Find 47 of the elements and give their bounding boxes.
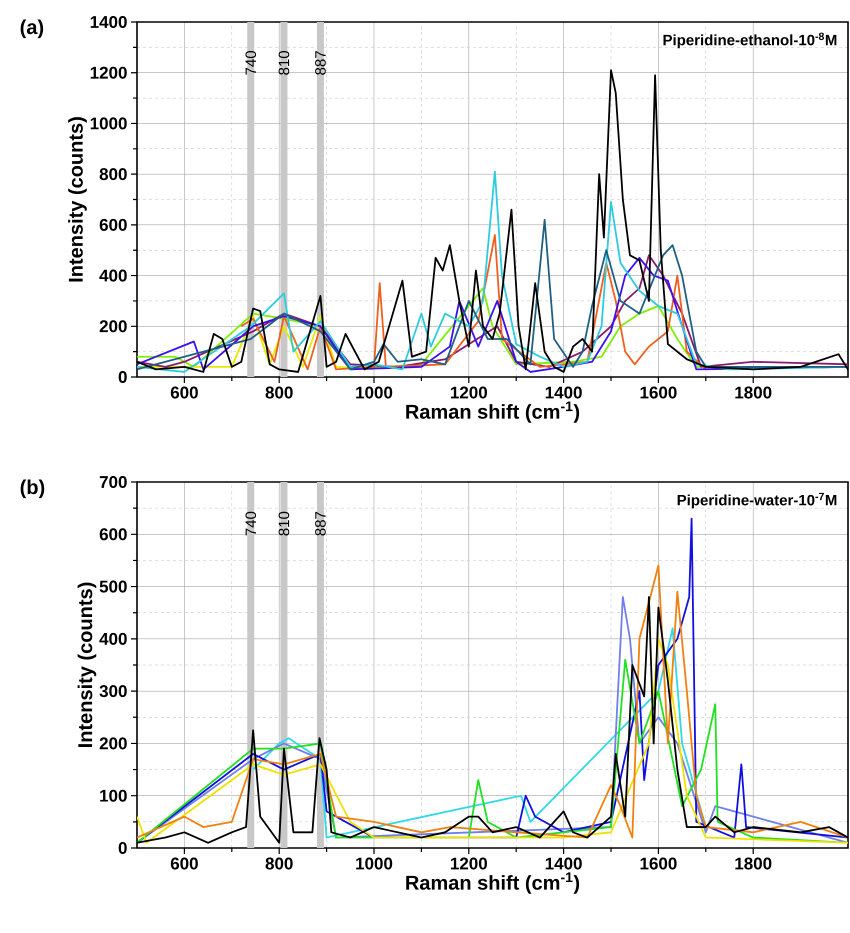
line-series — [137, 315, 375, 370]
line-series — [252, 628, 707, 838]
x-tick-label: 1800 — [735, 386, 772, 399]
x-tick-label: 1400 — [546, 858, 582, 870]
y-tick-label: 200 — [100, 320, 127, 332]
y-tick-label: 800 — [100, 168, 127, 180]
y-tick-label: 1200 — [90, 66, 127, 79]
x-tick-label: 800 — [266, 386, 293, 399]
x-axis-title: Raman shift (cm$^{-1}$) — [406, 401, 580, 423]
x-tick-label: 1600 — [640, 858, 677, 870]
y-tick-label: 600 — [100, 528, 127, 540]
x-tick-label: 1400 — [546, 386, 582, 399]
chart-title: (a) — [20, 20, 44, 38]
ref-line-label: 887 — [315, 512, 326, 536]
x-tick-label: 600 — [170, 858, 198, 870]
ref-line-label: 740 — [245, 50, 256, 75]
x-tick-label: 1800 — [735, 858, 772, 870]
y-tick-label: 600 — [100, 218, 127, 231]
y-tick-label: 700 — [100, 476, 127, 488]
y-tick-label: 1000 — [90, 117, 127, 130]
annotation: Piperidine-ethanol-10$^{-8}$M — [664, 32, 836, 48]
x-tick-label: 1000 — [356, 858, 392, 870]
y-tick-label: 300 — [99, 685, 127, 698]
y-tick-label: 1400 — [90, 16, 127, 28]
y-tick-label: 500 — [100, 580, 127, 593]
x-tick-label: 1200 — [450, 858, 487, 870]
y-tick-label: 400 — [99, 270, 127, 282]
x-tick-label: 1600 — [640, 386, 677, 399]
y-tick-label: 0 — [118, 842, 127, 854]
y-tick-label: 100 — [100, 790, 127, 802]
y-axis-title: Intensity (counts) — [78, 582, 96, 747]
y-tick-label: 200 — [100, 737, 127, 750]
y-axis-title: Intensity (counts) — [68, 117, 87, 282]
ref-line-label: 740 — [245, 512, 256, 536]
x-axis-title: Raman shift (cm$^{-1}$) — [406, 872, 580, 894]
line-series — [137, 218, 848, 370]
x-tick-label: 1200 — [450, 386, 487, 399]
chart-title: (b) — [20, 480, 44, 498]
y-tick-label: 400 — [99, 632, 127, 645]
x-tick-label: 600 — [170, 386, 198, 399]
ref-line-label: 887 — [315, 51, 326, 75]
y-tick-label: 0 — [118, 370, 127, 384]
x-tick-label: 800 — [266, 858, 293, 870]
ref-line-label: 810 — [278, 50, 290, 75]
annotation: Piperidine-water-10$^{-7}$M — [678, 492, 836, 508]
x-tick-label: 1000 — [356, 386, 392, 399]
ref-line-label: 810 — [278, 512, 290, 536]
